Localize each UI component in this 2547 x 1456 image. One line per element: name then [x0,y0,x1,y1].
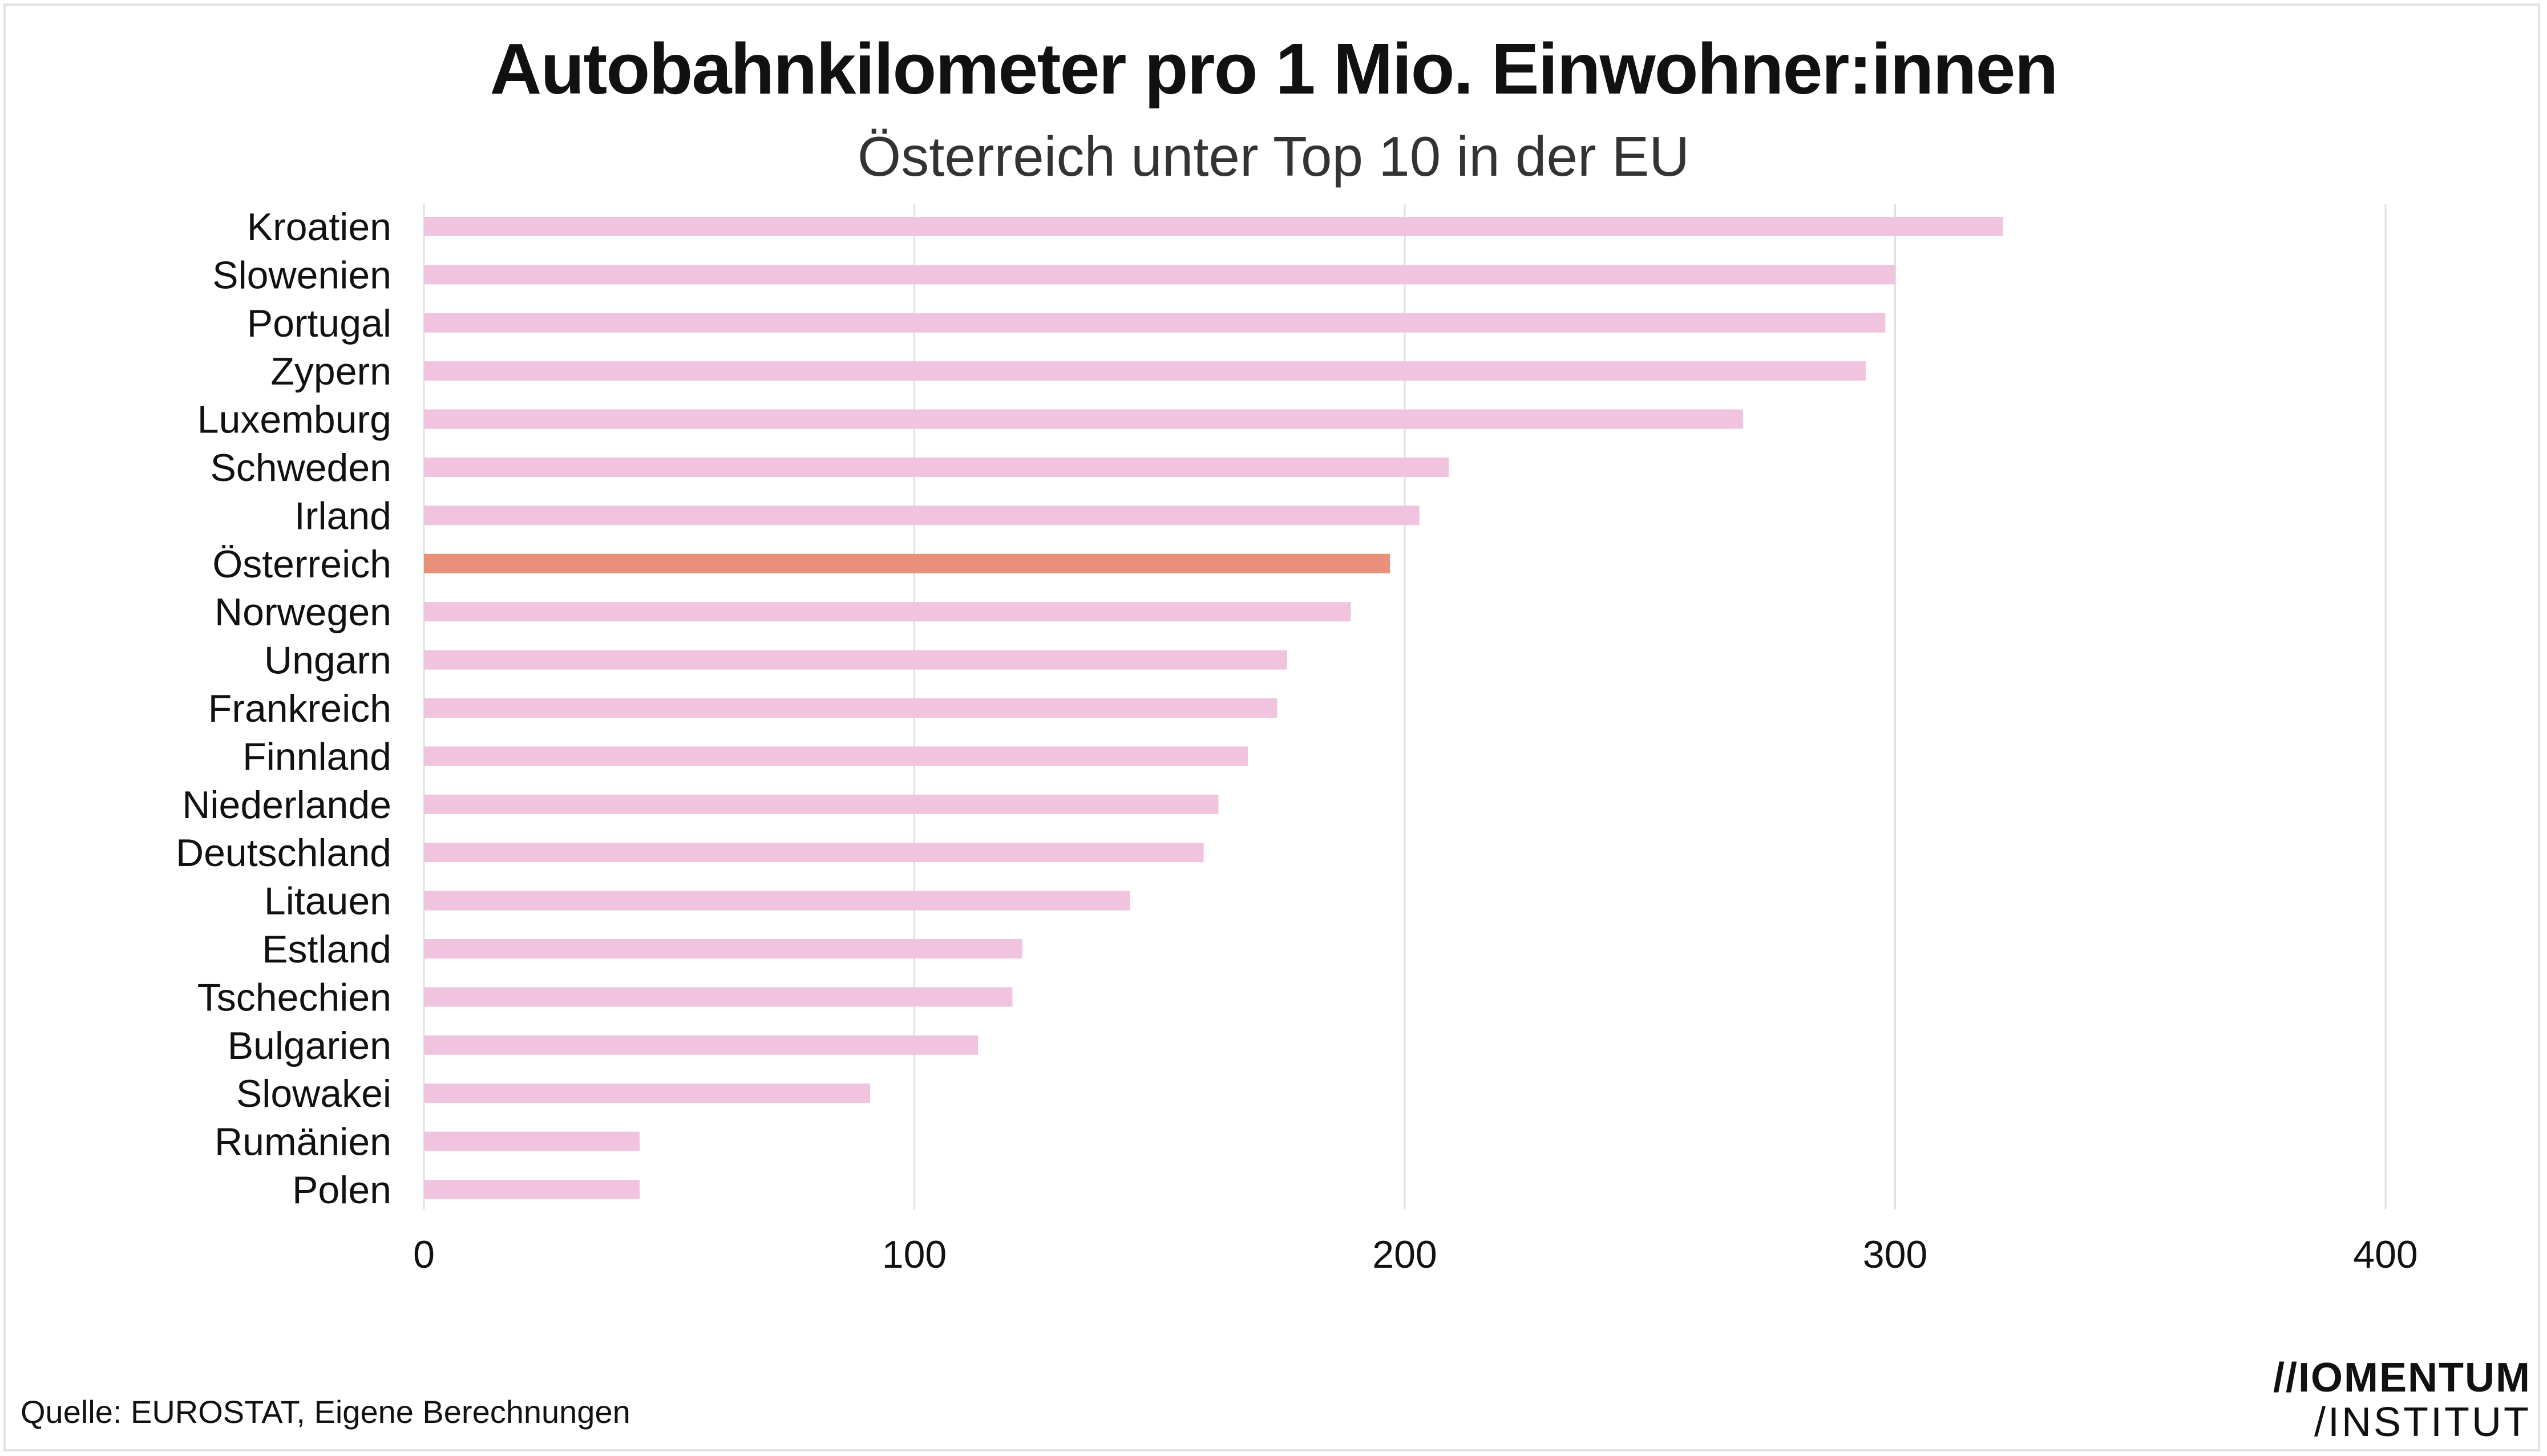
bar-rumänien [424,1131,640,1151]
x-tick-label-300: 300 [1863,1233,1927,1276]
logo-line-1: //IOMENTUM [2273,1355,2531,1401]
chart-subtitle: Österreich unter Top 10 in der EU [857,125,1690,188]
bar-schweden [424,458,1449,477]
category-label-slowakei: Slowakei [236,1072,391,1115]
category-label-rumänien: Rumänien [215,1121,391,1164]
category-label-österreich: Österreich [212,543,391,586]
source-note: Quelle: EUROSTAT, Eigene Berechnungen [21,1394,630,1430]
category-label-luxemburg: Luxemburg [197,398,391,442]
bar-litauen [424,891,1130,911]
bar-layer [424,217,2003,1199]
bar-zypern [424,361,1866,381]
category-label-niederlande: Niederlande [182,783,391,827]
bar-polen [424,1180,640,1199]
category-label-estland: Estland [262,928,391,971]
bar-norwegen [424,602,1351,622]
bar-tschechien [424,987,1013,1007]
category-label-finnland: Finnland [242,735,391,778]
category-label-irland: Irland [294,494,391,537]
bar-niederlande [424,794,1219,814]
bar-bulgarien [424,1035,979,1055]
bar-slowakei [424,1083,871,1103]
x-tick-label-100: 100 [882,1233,947,1276]
category-label-bulgarien: Bulgarien [228,1024,391,1067]
category-label-norwegen: Norwegen [215,591,391,634]
category-label-zypern: Zypern [270,350,391,393]
category-label-schweden: Schweden [210,446,391,490]
chart-title: Autobahnkilometer pro 1 Mio. Einwohner:i… [490,29,2058,109]
bar-österreich [424,553,1390,573]
bar-slowenien [424,265,1895,285]
momentum-institut-logo: //IOMENTUM /INSTITUT [2273,1356,2531,1445]
bar-estland [424,939,1022,958]
bar-irland [424,505,1420,525]
logo-line-2: /INSTITUT [2314,1400,2531,1445]
chart-frame [3,3,2540,1451]
category-label-slowenien: Slowenien [212,253,391,297]
category-label-polen: Polen [292,1168,391,1212]
category-label-portugal: Portugal [247,302,391,345]
bar-finnland [424,746,1248,766]
category-label-tschechien: Tschechien [197,976,391,1019]
x-tick-label-400: 400 [2353,1233,2417,1276]
category-label-kroatien: Kroatien [247,205,391,249]
category-label-litauen: Litauen [264,880,391,923]
category-label-frankreich: Frankreich [208,687,391,730]
category-label-ungarn: Ungarn [264,639,391,682]
category-label-deutschland: Deutschland [176,831,391,875]
bar-ungarn [424,650,1287,670]
x-tick-layer: 0 100 200 300 400 [413,1233,2418,1276]
bar-luxemburg [424,409,1744,429]
x-tick-label-0: 0 [413,1233,435,1276]
bar-kroatien [424,217,2003,236]
bar-portugal [424,313,1886,333]
bar-deutschland [424,843,1204,863]
x-tick-label-200: 200 [1372,1233,1437,1276]
bar-frankreich [424,698,1277,718]
